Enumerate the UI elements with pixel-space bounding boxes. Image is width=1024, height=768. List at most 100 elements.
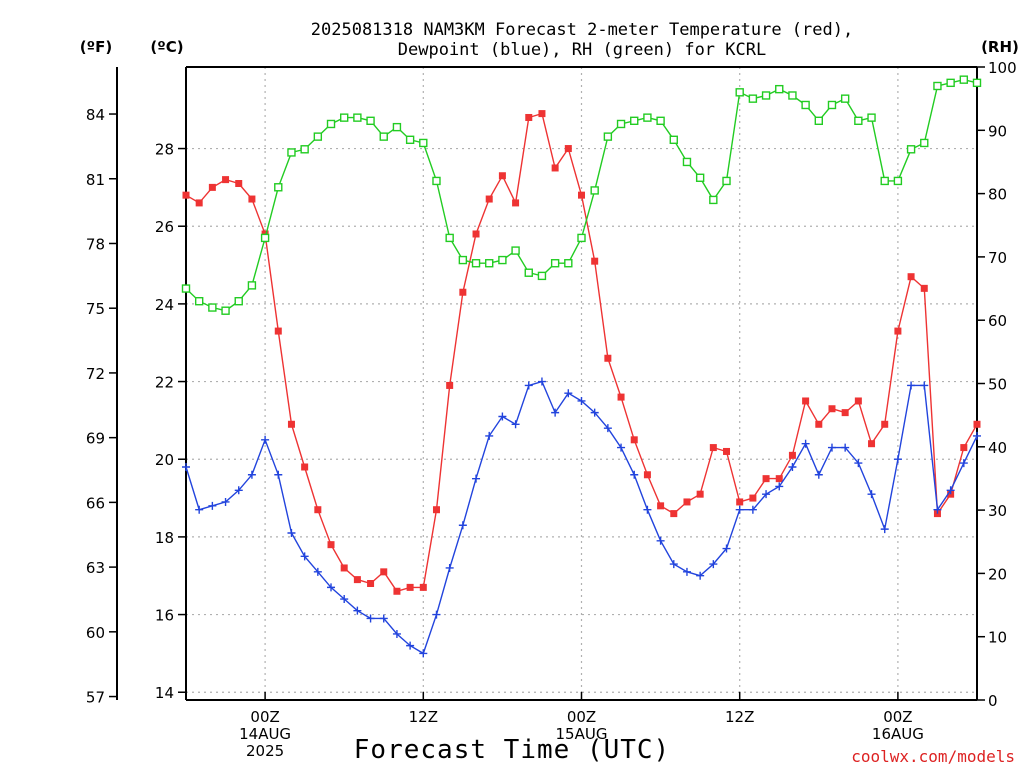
x-tick-label: 15AUG: [556, 725, 608, 743]
dewpoint-point: [854, 459, 863, 468]
rh-point: [445, 233, 454, 243]
fahrenheit-tick-label: 60: [86, 624, 105, 642]
temperature-point: [630, 436, 638, 444]
rh-point: [761, 91, 771, 100]
dewpoint-point: [775, 482, 784, 491]
rh-point: [300, 145, 309, 154]
rh-point: [775, 84, 784, 94]
rh-point: [893, 176, 903, 186]
rh-point: [880, 176, 889, 186]
series-2: [181, 75, 982, 315]
chart-title-line2: Dewpoint (blue), RH (green) for KCRL: [398, 40, 766, 60]
rh-point: [814, 116, 823, 126]
temperature-point: [367, 579, 375, 587]
temperature-point: [578, 191, 585, 199]
dewpoint-point: [485, 431, 494, 440]
dewpoint-point: [327, 583, 336, 592]
rh-point: [972, 78, 982, 88]
rh-unit-label: (RH): [981, 38, 1019, 56]
temperature-point: [353, 576, 361, 584]
rh-point: [577, 233, 586, 243]
rh-point: [906, 145, 916, 154]
rh-point: [616, 119, 626, 129]
rh-point: [524, 268, 533, 277]
dewpoint-point: [722, 544, 731, 553]
rh-point: [827, 100, 837, 110]
fahrenheit-tick-label: 63: [86, 559, 105, 577]
data-series: [181, 75, 982, 658]
gridlines: [186, 67, 977, 700]
rh-point: [405, 135, 415, 144]
dewpoint-point: [313, 567, 322, 576]
rh-point: [498, 255, 507, 265]
rh-point: [181, 284, 191, 293]
temperature-point: [195, 199, 203, 207]
rh-point: [669, 135, 678, 144]
dewpoint-point: [551, 408, 560, 417]
temperature-point: [248, 195, 256, 203]
celsius-tick-label: 26: [155, 218, 174, 236]
temperature-point: [960, 444, 968, 452]
temperature-point: [604, 354, 612, 362]
fahrenheit-tick-label: 57: [86, 689, 105, 707]
temperature-point: [538, 110, 546, 118]
rh-point: [656, 116, 665, 126]
rh-point: [788, 91, 797, 100]
rh-point: [709, 195, 718, 205]
dewpoint-point: [827, 443, 836, 452]
temperature-point: [749, 494, 757, 502]
celsius-tick-label: 22: [155, 374, 174, 392]
temperature-point: [327, 541, 335, 549]
rh-point: [682, 157, 692, 167]
temperature-point: [709, 444, 717, 452]
rh-tick-label: 80: [988, 186, 1007, 204]
rh-point: [946, 78, 955, 88]
temperature-point: [920, 284, 928, 292]
site-credit: coolwx.com/models: [851, 747, 1015, 766]
temperature-point: [643, 471, 651, 479]
rh-tick-label: 40: [988, 439, 1007, 457]
dewpoint-point: [907, 381, 916, 390]
rh-point: [221, 306, 230, 315]
temperature-point: [485, 195, 493, 203]
rh-point: [840, 94, 850, 103]
rh-point: [695, 173, 705, 182]
temperature-point: [235, 180, 243, 188]
dewpoint-point: [472, 474, 481, 483]
x-tick-label: 14AUG: [239, 725, 291, 743]
rh-point: [234, 297, 243, 306]
temperature-point: [657, 502, 665, 510]
rh-point: [630, 116, 639, 126]
rh-point: [564, 259, 573, 268]
dewpoint-point: [590, 408, 599, 417]
temperature-point: [287, 420, 295, 428]
rh-point: [485, 259, 494, 268]
dewpoint-point: [261, 435, 270, 444]
temperature-point: [828, 405, 836, 413]
temperature-point: [591, 257, 599, 265]
rh-tick-label: 10: [988, 629, 1007, 647]
temperature-point: [406, 583, 414, 591]
temperature-point: [881, 420, 889, 428]
dewpoint-point: [643, 505, 652, 514]
temperature-point: [551, 164, 559, 172]
fahrenheit-tick-label: 69: [86, 430, 105, 448]
temperature-point: [617, 393, 625, 401]
rh-point: [432, 176, 441, 186]
dewpoint-point: [524, 381, 533, 390]
dewpoint-point: [208, 501, 217, 510]
temperature-point: [274, 327, 282, 335]
rh-tick-label: 70: [988, 249, 1007, 267]
x-tick-label: 00Z: [250, 708, 279, 726]
dewpoint-point: [274, 470, 283, 479]
x-tick-label: 00Z: [883, 708, 912, 726]
axis-ticks: 14 16 18 20 22 24 26 28 57 60 63 66 69 72 75 78 81 84 0 10 2…: [86, 59, 1017, 710]
dewpoint-point: [893, 455, 902, 464]
rh-point: [801, 100, 810, 110]
dewpoint-point: [366, 614, 375, 623]
dewpoint-point: [959, 459, 968, 468]
fahrenheit-unit-label: (ºF): [80, 38, 112, 56]
x-tick-label: 2025: [246, 742, 284, 760]
rh-point: [379, 132, 388, 141]
